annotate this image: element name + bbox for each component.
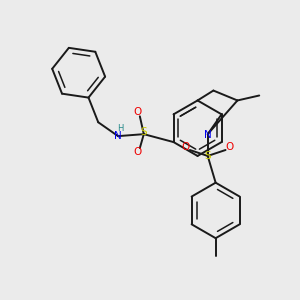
Text: S: S	[140, 127, 147, 137]
Text: H: H	[117, 124, 123, 133]
Text: O: O	[182, 142, 190, 152]
Text: O: O	[225, 142, 234, 152]
Text: N: N	[114, 131, 122, 141]
Text: N: N	[204, 130, 212, 140]
Text: S: S	[204, 151, 211, 161]
Text: O: O	[134, 147, 142, 157]
Text: O: O	[134, 107, 142, 117]
